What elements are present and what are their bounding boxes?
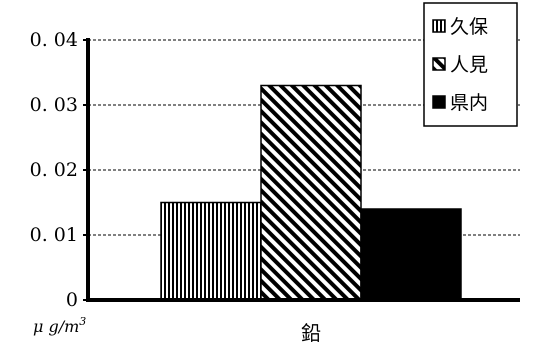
y-tick-label: 0. 02 (30, 159, 78, 181)
bars (160, 84, 462, 301)
y-tick-label: 0 (66, 289, 78, 311)
y-tick-label: 0. 03 (30, 94, 78, 116)
axes (86, 38, 520, 302)
category-labels: 鉛 (301, 321, 321, 345)
bar-2 (260, 84, 362, 301)
y-axis-unit-label: μ g/m3 (33, 315, 86, 336)
y-tick-label: 0. 01 (30, 224, 78, 246)
legend-label: 人見 (450, 54, 488, 76)
legend-swatch (432, 95, 446, 109)
category-label: 鉛 (301, 321, 321, 345)
y-tick-label: 0. 04 (30, 29, 78, 51)
y-tick-labels: 0 0. 01 0. 02 0. 03 0. 04 (30, 29, 78, 311)
legend-swatch (432, 57, 446, 71)
legend-label: 久保 (450, 16, 488, 38)
bar-3 (360, 208, 462, 301)
bar-1 (160, 201, 262, 301)
legend-swatch (432, 19, 446, 33)
legend-label: 県内 (450, 92, 488, 114)
